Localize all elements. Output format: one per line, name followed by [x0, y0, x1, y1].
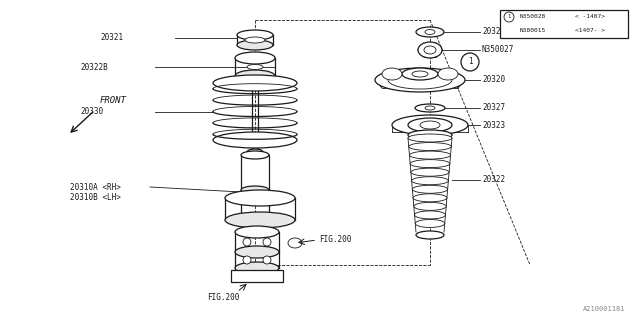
Text: FIG.200: FIG.200 — [319, 236, 351, 244]
Ellipse shape — [418, 42, 442, 58]
Ellipse shape — [241, 151, 269, 159]
Bar — [500, 10, 628, 38]
Ellipse shape — [235, 246, 279, 258]
Ellipse shape — [412, 177, 449, 185]
Text: 20310A <RH>: 20310A <RH> — [70, 182, 121, 191]
Text: N380015: N380015 — [520, 28, 547, 34]
Ellipse shape — [243, 272, 251, 280]
Bar — [241, 155, 269, 190]
Ellipse shape — [235, 70, 275, 82]
Text: N350027: N350027 — [482, 45, 515, 54]
Text: 20322B: 20322B — [80, 62, 108, 71]
Ellipse shape — [243, 256, 251, 264]
Ellipse shape — [237, 30, 273, 40]
Ellipse shape — [408, 134, 452, 142]
Text: FRONT: FRONT — [100, 96, 127, 105]
Ellipse shape — [225, 190, 295, 206]
Text: 20323: 20323 — [482, 121, 505, 130]
Ellipse shape — [414, 202, 446, 210]
Ellipse shape — [415, 104, 445, 112]
Ellipse shape — [243, 238, 251, 246]
Ellipse shape — [412, 71, 428, 77]
Ellipse shape — [416, 27, 444, 37]
Text: 20320: 20320 — [482, 76, 505, 84]
Ellipse shape — [213, 132, 297, 148]
Ellipse shape — [252, 81, 258, 84]
Ellipse shape — [247, 65, 263, 69]
Ellipse shape — [213, 75, 297, 91]
Text: 20330: 20330 — [80, 108, 103, 116]
Text: N350028: N350028 — [520, 14, 547, 20]
Text: 20327: 20327 — [482, 103, 505, 113]
Bar — [231, 270, 283, 282]
Text: FIG.200: FIG.200 — [207, 293, 239, 302]
Ellipse shape — [241, 186, 269, 194]
Ellipse shape — [415, 220, 445, 228]
Ellipse shape — [235, 52, 275, 64]
Ellipse shape — [388, 71, 452, 89]
Ellipse shape — [235, 226, 279, 238]
Text: < -1407>: < -1407> — [575, 14, 605, 20]
Text: 1: 1 — [508, 14, 511, 20]
Ellipse shape — [425, 106, 435, 110]
Text: 20310B <LH>: 20310B <LH> — [70, 194, 121, 203]
Ellipse shape — [263, 238, 271, 246]
Ellipse shape — [425, 29, 435, 35]
Ellipse shape — [410, 151, 451, 159]
Ellipse shape — [245, 37, 265, 43]
Text: <1407- >: <1407- > — [575, 28, 605, 34]
Ellipse shape — [237, 40, 273, 50]
Text: 20326: 20326 — [482, 28, 505, 36]
Ellipse shape — [409, 142, 451, 150]
Ellipse shape — [392, 115, 468, 135]
Ellipse shape — [413, 194, 447, 202]
Ellipse shape — [408, 130, 452, 140]
Ellipse shape — [235, 262, 279, 274]
Text: 20322: 20322 — [482, 175, 505, 185]
Ellipse shape — [415, 211, 445, 219]
Ellipse shape — [416, 231, 444, 239]
Ellipse shape — [424, 46, 436, 54]
Ellipse shape — [247, 149, 263, 155]
Text: 1: 1 — [468, 58, 472, 67]
Ellipse shape — [263, 256, 271, 264]
Ellipse shape — [408, 118, 452, 132]
Ellipse shape — [225, 212, 295, 228]
Ellipse shape — [402, 68, 438, 80]
Text: A210001181: A210001181 — [582, 306, 625, 312]
Text: 20321: 20321 — [100, 34, 123, 43]
Ellipse shape — [412, 185, 447, 193]
Ellipse shape — [410, 160, 450, 168]
Ellipse shape — [411, 168, 449, 176]
Ellipse shape — [288, 238, 302, 248]
Ellipse shape — [382, 68, 402, 80]
Ellipse shape — [241, 216, 269, 224]
Ellipse shape — [375, 68, 465, 92]
Ellipse shape — [263, 272, 271, 280]
Ellipse shape — [438, 68, 458, 80]
Ellipse shape — [420, 121, 440, 129]
